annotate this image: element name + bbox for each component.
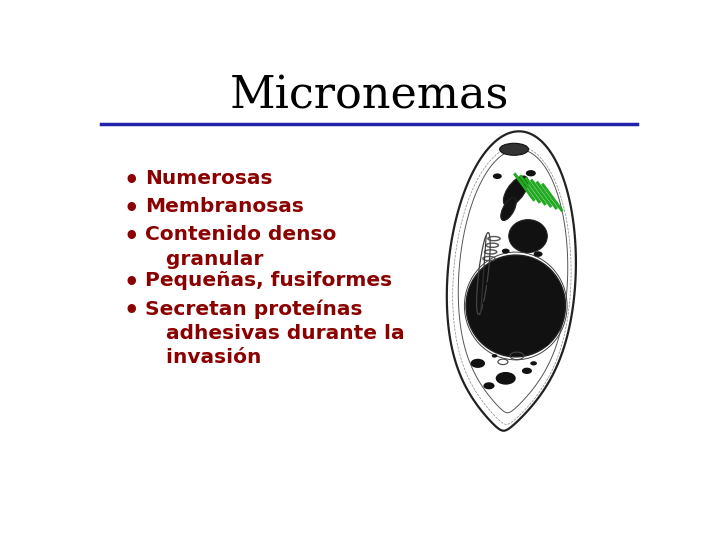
Ellipse shape [478,335,488,341]
Ellipse shape [503,176,528,206]
Text: Secretan proteínas
   adhesivas durante la
   invasión: Secretan proteínas adhesivas durante la … [145,299,405,367]
Ellipse shape [500,143,528,156]
Ellipse shape [466,255,565,357]
Ellipse shape [495,341,505,347]
Text: Membranosas: Membranosas [145,197,304,216]
Ellipse shape [513,345,521,349]
Ellipse shape [517,264,523,268]
Text: •: • [124,197,139,221]
Ellipse shape [526,170,536,177]
Text: Contenido denso
   granular: Contenido denso granular [145,225,336,268]
Ellipse shape [483,382,495,389]
Ellipse shape [534,308,544,314]
Ellipse shape [479,319,485,323]
Ellipse shape [530,361,537,366]
Ellipse shape [541,341,549,346]
Text: •: • [124,168,139,193]
Ellipse shape [486,281,494,287]
Ellipse shape [502,248,510,254]
Ellipse shape [495,372,516,384]
Ellipse shape [471,359,485,368]
Text: Micronemas: Micronemas [229,75,509,118]
Text: Numerosas: Numerosas [145,168,272,188]
Ellipse shape [483,300,493,307]
Ellipse shape [522,368,532,374]
Ellipse shape [534,251,543,257]
Text: •: • [124,225,139,249]
Ellipse shape [501,198,516,220]
Ellipse shape [519,301,526,306]
Text: •: • [124,299,139,323]
Ellipse shape [498,306,505,310]
Ellipse shape [493,173,502,179]
Ellipse shape [505,324,511,328]
Polygon shape [447,131,576,431]
Text: Pequeñas, fusiformes: Pequeñas, fusiformes [145,271,392,290]
Text: •: • [124,271,139,295]
Ellipse shape [538,281,546,287]
Ellipse shape [530,337,543,345]
Ellipse shape [509,220,547,253]
Ellipse shape [492,354,498,357]
